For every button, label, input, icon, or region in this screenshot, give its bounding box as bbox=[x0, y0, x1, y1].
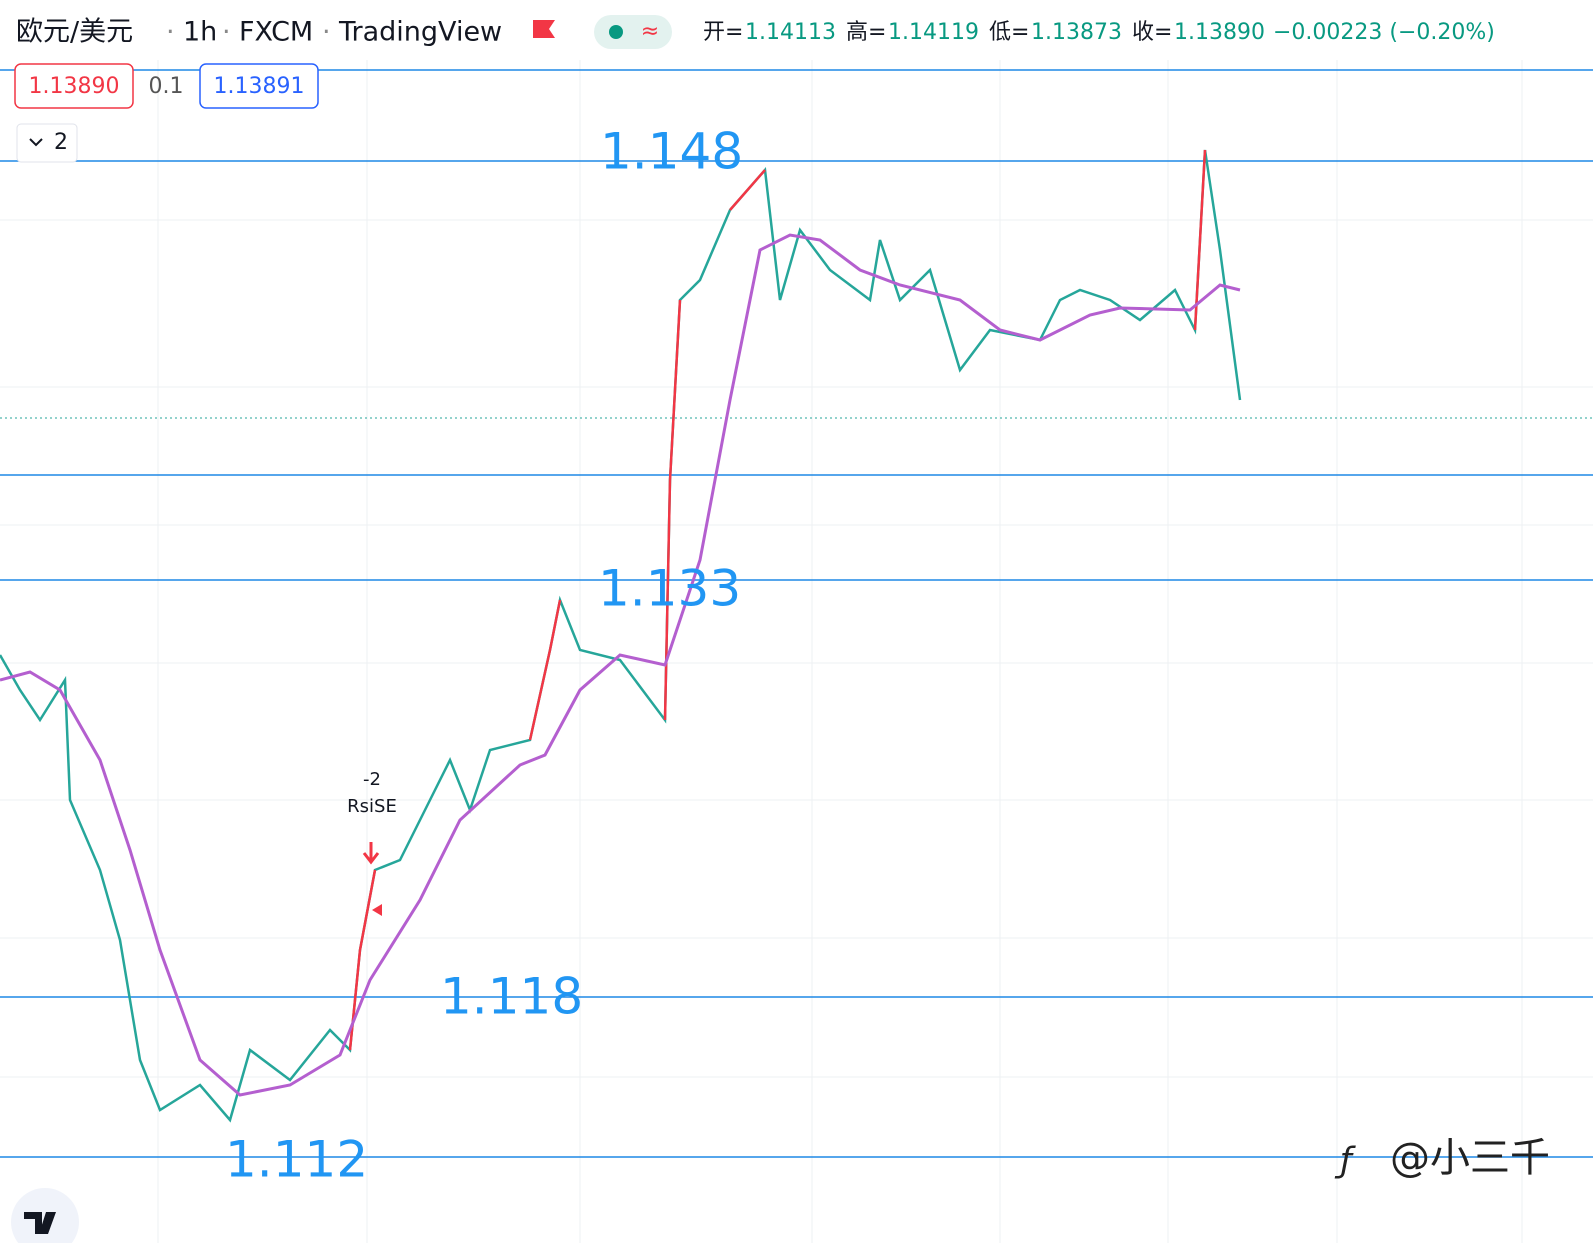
ohlc-value: 1.14113 bbox=[745, 20, 836, 45]
signal: -2 RsiSE bbox=[347, 769, 397, 916]
ohlc-value: 1.14119 bbox=[888, 20, 979, 45]
flag-icon[interactable] bbox=[533, 20, 555, 38]
level-label: 1.133 bbox=[598, 560, 741, 618]
ohlc-label: 收= bbox=[1132, 20, 1172, 45]
level-label: 1.112 bbox=[225, 1131, 368, 1189]
ohlc-label: 低= bbox=[989, 20, 1029, 45]
ohlc-label: 高= bbox=[846, 20, 886, 45]
moving-average bbox=[0, 233, 1241, 1097]
ohlc: 开= 1.14113 高= 1.14119 低= 1.13873 收= 1.13890 bbox=[703, 20, 1265, 45]
svg-text:ƒ: ƒ bbox=[1334, 1141, 1356, 1181]
ohlc-label: 开= bbox=[703, 20, 743, 45]
change: −0.00223 (−0.20%) bbox=[1273, 20, 1495, 45]
horizontal-levels bbox=[0, 69, 1593, 1158]
interval: 1h bbox=[183, 17, 217, 48]
exchange: FXCM bbox=[239, 17, 313, 48]
signal-marker bbox=[372, 904, 382, 916]
svg-text:≈: ≈ bbox=[641, 19, 659, 44]
indicator-count: 2 bbox=[54, 130, 68, 155]
ohlc-value: 1.13890 bbox=[1174, 20, 1265, 45]
bid: 1.13890 bbox=[29, 74, 120, 99]
svg-text:·: · bbox=[322, 17, 331, 48]
signal-arrow bbox=[362, 842, 380, 865]
ask: 1.13891 bbox=[214, 74, 305, 99]
logo bbox=[11, 1188, 79, 1243]
signal-value: -2 bbox=[363, 769, 381, 790]
symbol: 欧元/美元 bbox=[16, 17, 133, 48]
svg-text:·: · bbox=[222, 17, 231, 48]
indicator-toggle[interactable] bbox=[16, 123, 78, 163]
ohlc-value: 1.13873 bbox=[1031, 20, 1122, 45]
price-line bbox=[0, 149, 1242, 1123]
sell-button[interactable] bbox=[14, 63, 134, 109]
grid bbox=[0, 60, 1593, 1243]
platform: TradingView bbox=[338, 17, 502, 48]
buy-button[interactable] bbox=[199, 63, 319, 109]
status-pill[interactable] bbox=[594, 15, 672, 49]
level-labels: 1.148 1.133 1.118 1.112 bbox=[225, 123, 743, 1189]
level-label: 1.118 bbox=[440, 968, 583, 1026]
header: 欧元/美元 · 1h · FXCM · TradingView ≈ bbox=[16, 15, 672, 49]
svg-text:·: · bbox=[166, 17, 175, 48]
watermark: @小三千 bbox=[1390, 1135, 1550, 1181]
level-label: 1.148 bbox=[600, 123, 743, 181]
spread: 0.1 bbox=[149, 74, 184, 99]
quotes: 1.13890 0.1 1.13891 2 bbox=[14, 63, 319, 163]
up-moves bbox=[348, 149, 1207, 1051]
signal-name: RsiSE bbox=[347, 796, 397, 817]
